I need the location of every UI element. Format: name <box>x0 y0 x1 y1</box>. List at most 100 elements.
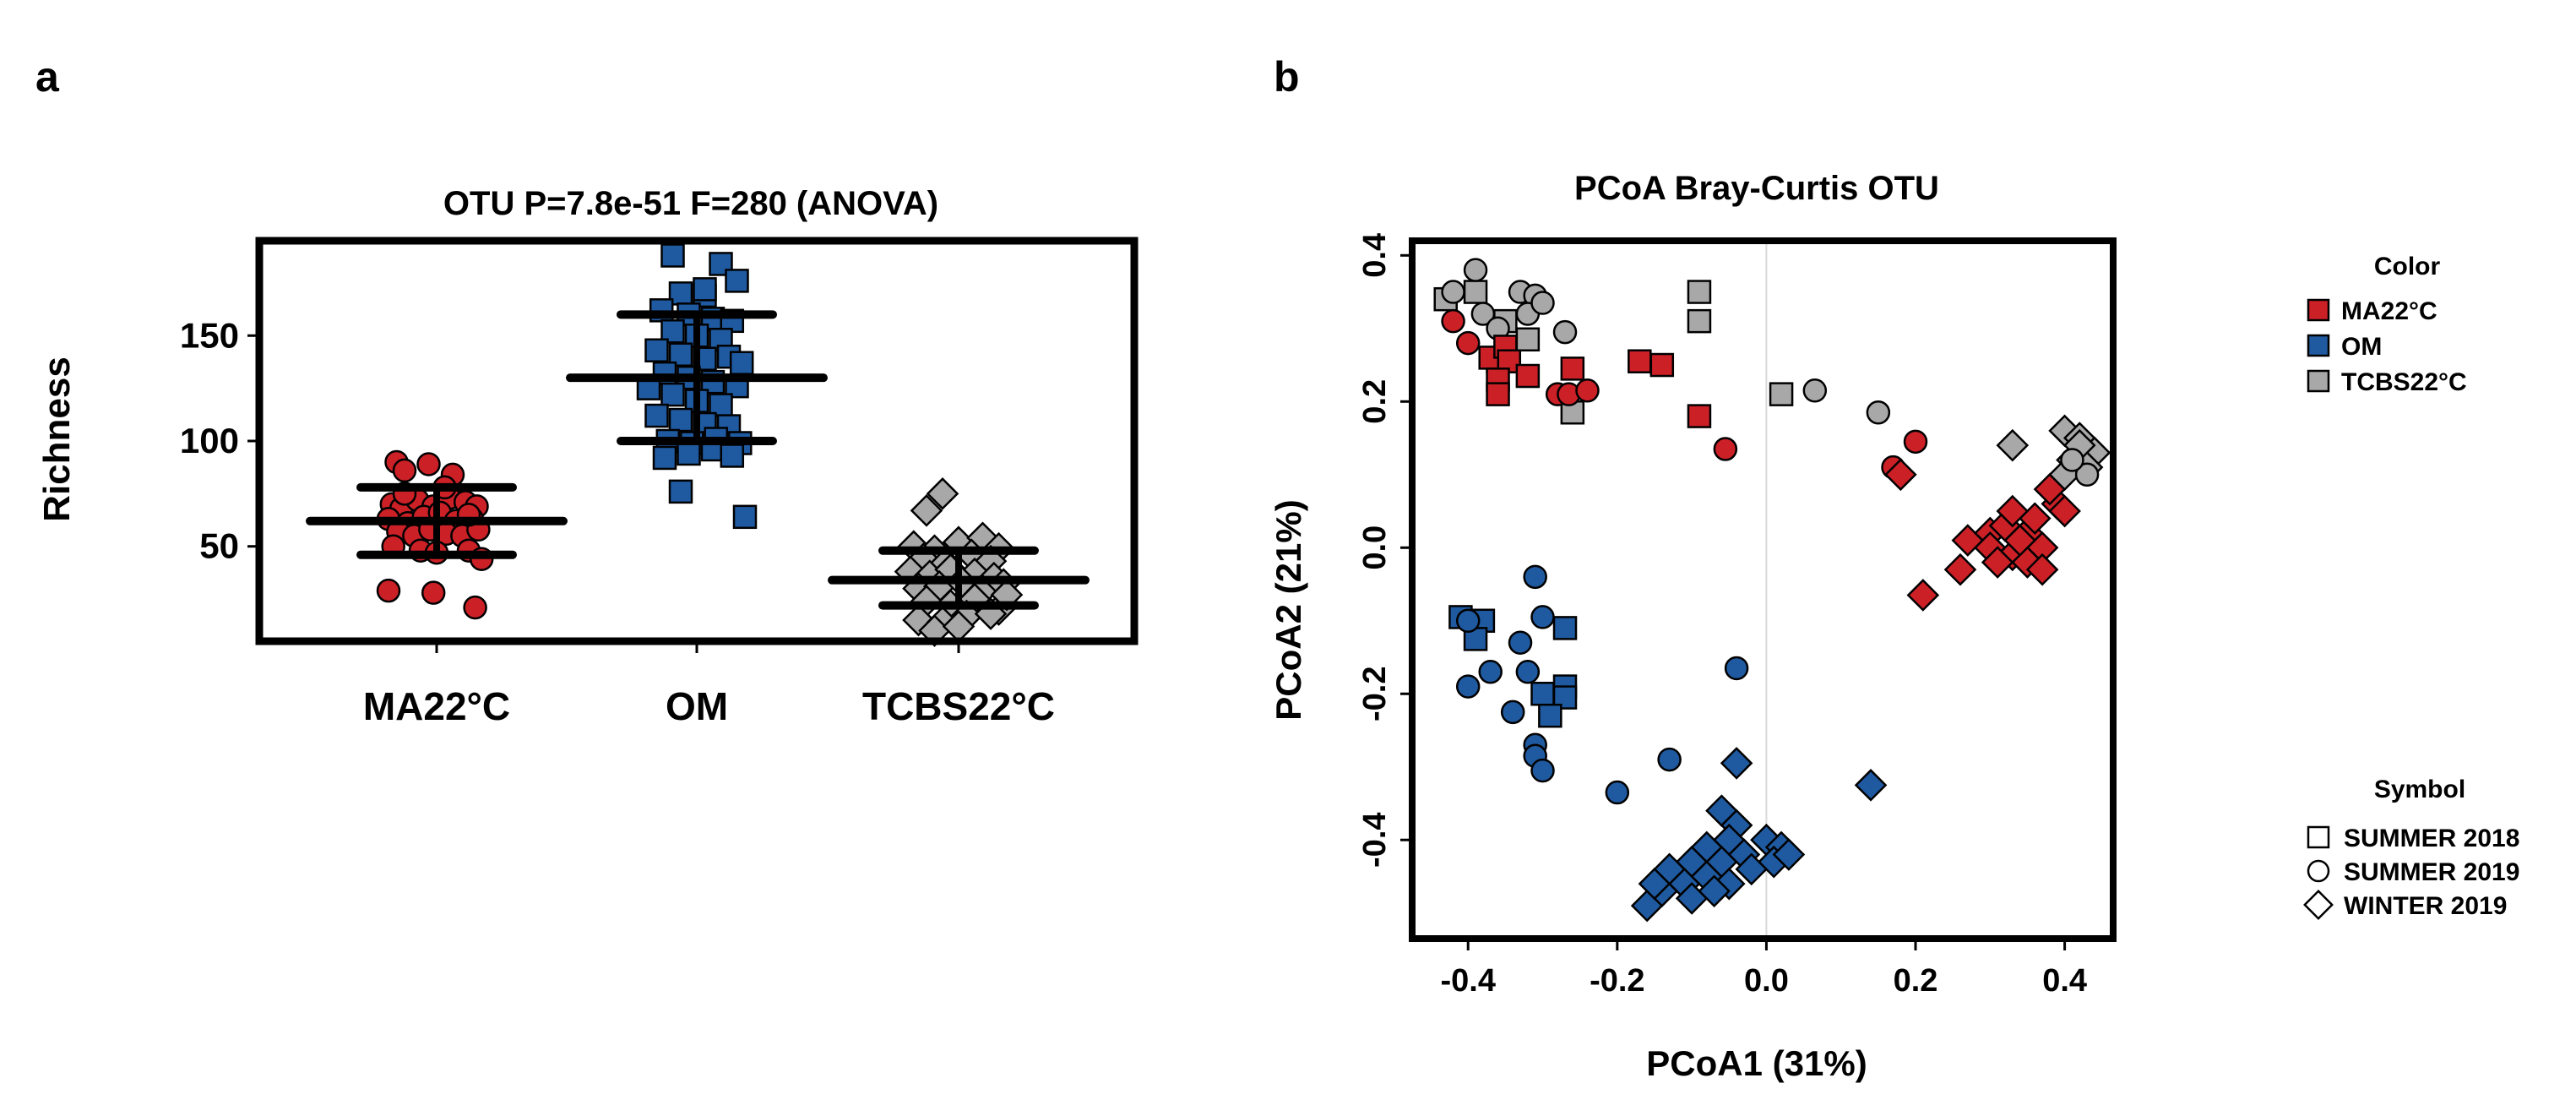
pcoa-point-square <box>1560 357 1585 381</box>
chart-a-y-axis: 50 100 150 <box>180 315 261 566</box>
legend-color-label: OM <box>2341 333 2382 361</box>
legend-symbol-label: SUMMER 2018 <box>2344 825 2519 852</box>
pcoa-point-square <box>1486 382 1510 406</box>
y-tick-label: 150 <box>180 315 239 355</box>
richness-point-circle <box>416 452 441 476</box>
pcoa-point-circle <box>1713 437 1738 461</box>
pcoa-point-square <box>1552 616 1578 640</box>
chart-a-summary-bars <box>306 310 1090 610</box>
richness-point-square <box>709 393 733 417</box>
x-tick-label: 0.2 <box>1894 963 1938 999</box>
pcoa-point-square <box>1463 280 1488 304</box>
pcoa-point-diamond <box>1854 769 1888 802</box>
pcoa-point-square <box>1515 363 1541 389</box>
x-tick-label: 0.0 <box>1744 963 1789 999</box>
pcoa-point-circle <box>1605 780 1630 805</box>
richness-point-square <box>668 407 693 433</box>
y-tick-label: 0.0 <box>1357 525 1393 570</box>
y-tick-label: 100 <box>180 421 239 460</box>
chart-b-xlabel: PCoA1 (31%) <box>1646 1043 1867 1083</box>
pcoa-point-circle <box>1478 660 1503 684</box>
richness-point-square <box>732 504 758 530</box>
pcoa-point-circle <box>1724 656 1749 681</box>
richness-point-circle <box>421 580 446 605</box>
chart-b-points <box>1433 258 2111 923</box>
x-tick-label: -0.2 <box>1590 963 1644 999</box>
legend-color: Color MA22°C OM TCBS22°C <box>2307 253 2467 396</box>
richness-point-square <box>644 403 669 428</box>
legend-color-swatch <box>2307 369 2330 393</box>
richness-point-square <box>660 382 685 407</box>
pcoa-point-circle <box>1575 378 1600 403</box>
pcoa-point-circle <box>1657 747 1682 772</box>
chart-b-ylabel: PCoA2 (21%) <box>1269 499 1308 720</box>
legend-color-label: TCBS22°C <box>2341 368 2467 396</box>
pcoa-point-circle <box>1530 291 1555 315</box>
legend-color-label: MA22°C <box>2341 297 2437 325</box>
legend-symbol: Symbol SUMMER 2018 SUMMER 2019 WINTER 2019 <box>2303 776 2519 920</box>
panel-label-b: b <box>1274 53 1300 101</box>
pcoa-point-circle <box>1455 674 1481 699</box>
pcoa-point-circle <box>1455 330 1481 356</box>
x-tick-label: MA22°C <box>363 684 510 728</box>
pcoa-point-diamond <box>1981 546 2014 579</box>
richness-point-circle <box>392 458 417 483</box>
richness-point-diamond <box>926 477 959 510</box>
legend-symbol-circle <box>2307 859 2330 883</box>
pcoa-point-square <box>1687 280 1712 304</box>
legend-symbol-label: WINTER 2019 <box>2344 892 2507 920</box>
richness-point-square <box>652 445 677 471</box>
pcoa-point-circle <box>1903 429 1928 455</box>
pcoa-point-diamond <box>2025 553 2059 586</box>
pcoa-point-diamond <box>1906 579 1940 612</box>
richness-point-square <box>660 243 685 268</box>
richness-point-circle <box>376 578 401 603</box>
y-tick-label: 0.4 <box>1357 233 1393 278</box>
legend-symbol-title: Symbol <box>2374 776 2465 803</box>
richness-strip-chart: OTU P=7.8e-51 F=280 (ANOVA) Richness 50 1… <box>36 185 1139 728</box>
pcoa-point-circle <box>1441 308 1465 334</box>
richness-point-square <box>660 319 685 344</box>
pcoa-point-circle <box>2074 462 2100 487</box>
richness-point-diamond <box>910 494 943 527</box>
richness-point-square <box>729 351 754 375</box>
pcoa-point-circle <box>1508 630 1533 655</box>
legend-symbol-diamond <box>2303 890 2334 920</box>
chart-a-title: OTU P=7.8e-51 F=280 (ANOVA) <box>443 185 938 222</box>
pcoa-point-diamond <box>1996 428 2030 462</box>
pcoa-point-circle <box>1530 758 1555 783</box>
legend-color-swatch <box>2307 298 2330 322</box>
y-tick-label: 0.2 <box>1357 379 1393 424</box>
pcoa-scatter-chart: PCoA Bray-Curtis OTU PCoA1 (31%) PCoA2 (… <box>1269 170 2519 1083</box>
pcoa-point-circle <box>1441 280 1465 304</box>
pcoa-point-diamond <box>1720 747 1753 780</box>
richness-point-square <box>677 441 701 466</box>
pcoa-point-diamond <box>1772 838 1806 871</box>
pcoa-point-square <box>1649 352 1675 378</box>
chart-a-ylabel: Richness <box>36 357 78 522</box>
panel-label-a: a <box>35 53 60 101</box>
x-tick-label: -0.4 <box>1440 963 1495 999</box>
pcoa-point-circle <box>1515 660 1541 684</box>
pcoa-point-circle <box>1523 564 1547 590</box>
pcoa-point-circle <box>1463 258 1488 282</box>
pcoa-point-square <box>1515 327 1541 352</box>
pcoa-point-diamond <box>1735 852 1769 886</box>
pcoa-point-square <box>1530 682 1555 706</box>
pcoa-point-square <box>1687 308 1712 334</box>
x-tick-label: 0.4 <box>2042 963 2087 999</box>
legend-symbol-square <box>2307 825 2330 849</box>
x-tick-label: TCBS22°C <box>862 684 1055 728</box>
richness-point-square <box>668 479 693 504</box>
legend-color-swatch <box>2307 334 2330 357</box>
pcoa-point-square <box>1687 404 1712 428</box>
chart-a-x-axis: MA22°C OM TCBS22°C <box>363 640 1055 728</box>
pcoa-point-circle <box>1552 319 1578 345</box>
y-tick-label: 50 <box>199 526 239 566</box>
pcoa-point-diamond <box>2048 494 2081 528</box>
richness-point-circle <box>463 595 487 620</box>
pcoa-point-diamond <box>2003 524 2036 557</box>
chart-b-title: PCoA Bray-Curtis OTU <box>1574 170 1939 207</box>
x-tick-label: OM <box>666 684 728 728</box>
